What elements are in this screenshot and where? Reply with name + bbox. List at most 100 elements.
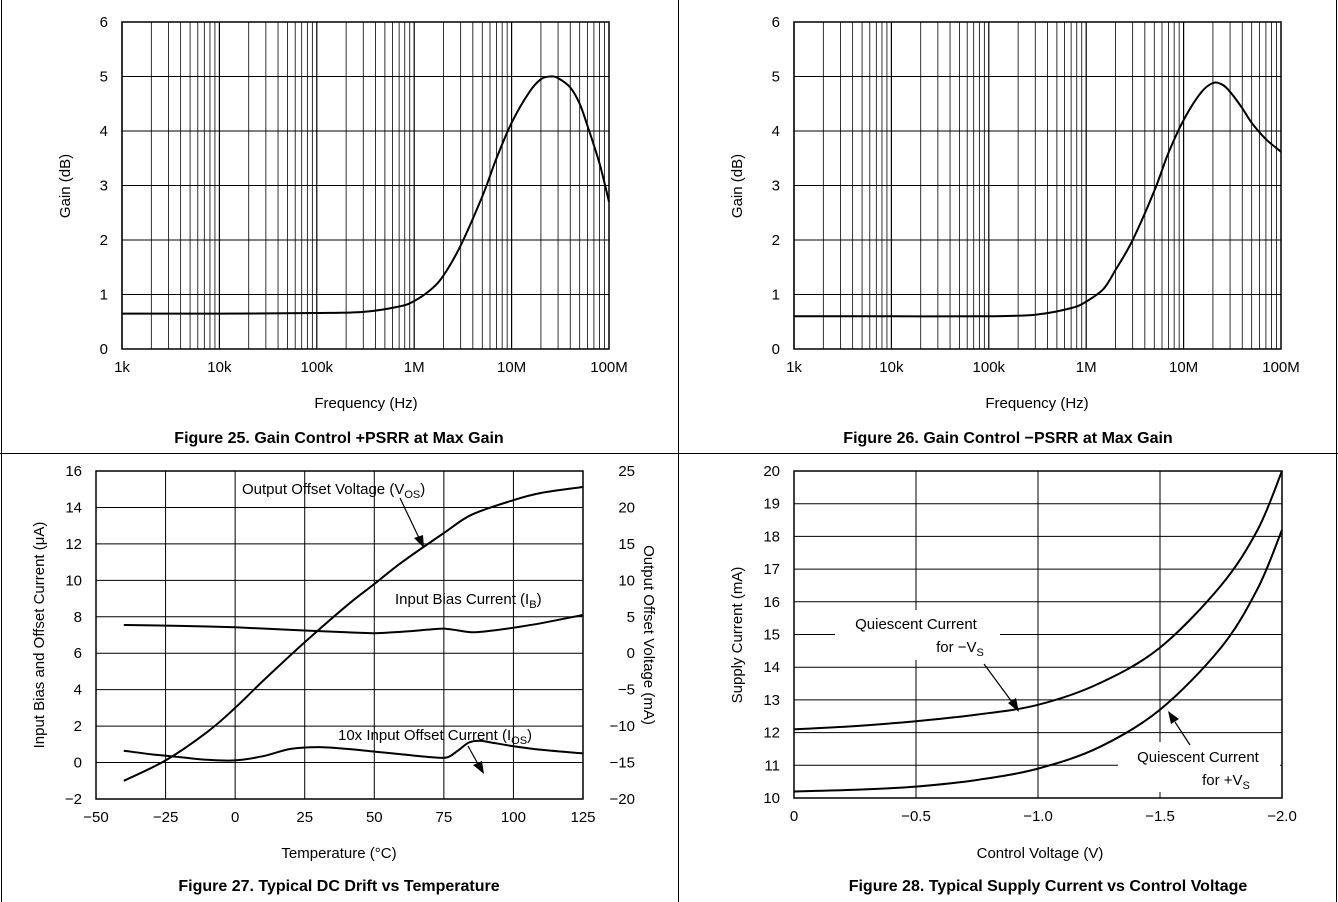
series-line-output-offset-voltage <box>123 486 584 782</box>
y-tick-label: 14 <box>65 499 82 516</box>
x-axis-label: Control Voltage (V) <box>977 845 1104 862</box>
y-tick-label: 0 <box>100 341 108 358</box>
annotation-tail: ) <box>420 481 425 498</box>
y-tick-label: 2 <box>74 718 82 735</box>
y-tick-label: 3 <box>772 178 780 195</box>
plot-frame <box>95 470 584 800</box>
y2-tick-label: 5 <box>627 609 635 626</box>
annotation-text: 10x Input Offset Current (I <box>338 727 511 744</box>
y2-tick-label: 25 <box>618 463 635 480</box>
x-tick-label: 100 <box>501 809 526 826</box>
x-tick-label: 10M <box>497 359 526 376</box>
chart-grid <box>95 470 584 800</box>
chart-figure-26: 1k 10k 100k 1M 10M 100M 0 1 2 3 4 5 6 Gain (dB) Freq… <box>729 14 1300 447</box>
figure-caption: Figure 27. Typical DC Drift vs Temperatu… <box>178 878 499 895</box>
y-tick-label: 4 <box>772 123 780 140</box>
annotation-arrow-line <box>467 745 479 765</box>
y-tick-label: 11 <box>764 757 780 774</box>
y-axis-label: Supply Current (mA) <box>729 567 746 704</box>
y-tick-label: 10 <box>763 790 780 807</box>
x-tick-label: 10M <box>1169 359 1198 376</box>
y-tick-label: 1 <box>100 287 108 304</box>
annotation-input-offset-current: 10x Input Offset Current (IOS) <box>338 727 532 747</box>
y-axis-label: Gain (dB) <box>729 154 746 218</box>
y-tick-label: 10 <box>65 572 82 589</box>
annotation-arrow-line <box>399 497 421 541</box>
annotation-text: Input Bias Current (I <box>395 591 529 608</box>
y-tick-label: 8 <box>74 609 82 626</box>
x-tick-label: 25 <box>296 809 313 826</box>
y-tick-label: 5 <box>100 69 108 86</box>
tick-labels: 1k 10k 100k 1M 10M 100M 0 1 2 3 4 5 6 <box>100 14 628 376</box>
y-tick-label: 18 <box>763 528 780 545</box>
annotation-tail: ) <box>537 591 542 608</box>
series-line-input-offset-current <box>123 739 584 762</box>
annotation-output-offset-voltage: Output Offset Voltage (VOS) <box>242 481 425 501</box>
y-tick-label: 19 <box>763 496 780 513</box>
annotation-input-bias-current: Input Bias Current (IB) <box>395 591 542 611</box>
y2-tick-label: −10 <box>610 718 635 735</box>
x-tick-label: 100M <box>590 359 628 376</box>
annotation-subscript: S <box>1243 780 1250 792</box>
annotation-subscript: B <box>529 599 536 611</box>
x-tick-label: −50 <box>83 809 108 826</box>
x-tick-label: 1k <box>114 359 130 376</box>
annotation-subscript: OS <box>404 489 420 501</box>
annotation-quiescent-pos-line1: Quiescent Current <box>1137 749 1260 766</box>
y2-tick-label: 15 <box>618 536 635 553</box>
annotation-arrowhead <box>414 535 424 548</box>
x-tick-label: 100k <box>301 359 334 376</box>
x-tick-label: −25 <box>153 809 178 826</box>
series-line-gain <box>121 75 610 315</box>
figure-caption: Figure 25. Gain Control +PSRR at Max Gai… <box>174 430 503 447</box>
y2-tick-label: −20 <box>610 791 635 808</box>
annotation-text: Output Offset Voltage (V <box>242 481 404 498</box>
annotation-quiescent-neg-line2: for −VS <box>936 639 984 659</box>
y-tick-label: 15 <box>763 627 780 644</box>
y2-tick-label: 20 <box>618 499 635 516</box>
y-tick-label: 12 <box>65 536 82 553</box>
annotation-arrowhead <box>473 761 484 774</box>
chart-grid <box>793 21 1281 350</box>
x-tick-label: 50 <box>366 809 383 826</box>
tick-labels: −50 −25 0 25 50 75 100 125−20246810121416−20−15… <box>65 463 635 826</box>
x-tick-label: 0 <box>231 809 239 826</box>
x-tick-label: 10k <box>207 359 232 376</box>
y-tick-label: 0 <box>772 341 780 358</box>
y2-tick-label: −15 <box>610 755 635 772</box>
figure-caption: Figure 28. Typical Supply Current vs Con… <box>849 878 1248 895</box>
x-tick-label: −0.5 <box>901 808 931 825</box>
x-tick-label: −1.0 <box>1023 808 1053 825</box>
y-tick-label: 17 <box>763 561 780 578</box>
annotation-background <box>1118 742 1280 792</box>
annotation-arrowhead <box>1008 698 1019 712</box>
series-line-quiescent-current-neg-vs <box>793 470 1283 731</box>
y-tick-label: 6 <box>74 645 82 662</box>
x-axis-label: Temperature (°C) <box>281 845 396 862</box>
x-tick-label: 1M <box>1076 359 1097 376</box>
annotation-text: for +V <box>1202 772 1242 789</box>
x-tick-label: −2.0 <box>1267 808 1297 825</box>
y-tick-label: 3 <box>100 178 108 195</box>
plot-frame <box>793 470 1283 799</box>
y-tick-label: 5 <box>772 69 780 86</box>
x-tick-label: 1M <box>404 359 425 376</box>
annotation-text: for −V <box>936 639 976 656</box>
chart-figure-28: 0 −0.5 −1.0 −1.5 −2.01011121314151617181920 … <box>729 463 1297 895</box>
x-tick-label: 100k <box>973 359 1006 376</box>
x-tick-label: 1k <box>786 359 802 376</box>
y-tick-label: 4 <box>74 682 82 699</box>
x-tick-label: 10k <box>879 359 904 376</box>
x-tick-label: 0 <box>790 808 798 825</box>
series-line-quiescent-current-pos-vs <box>793 529 1283 793</box>
y2-tick-label: −5 <box>618 682 635 699</box>
figure-caption: Figure 26. Gain Control −PSRR at Max Gai… <box>843 430 1172 447</box>
x-tick-label: 75 <box>436 809 453 826</box>
plot-frame <box>121 21 610 350</box>
y-tick-label: 2 <box>772 232 780 249</box>
y-tick-label: 6 <box>772 14 780 31</box>
tick-labels: 1k 10k 100k 1M 10M 100M 0 1 2 3 4 5 6 <box>772 14 1300 376</box>
y-tick-label: 0 <box>74 755 82 772</box>
annotation-background <box>835 610 1000 660</box>
